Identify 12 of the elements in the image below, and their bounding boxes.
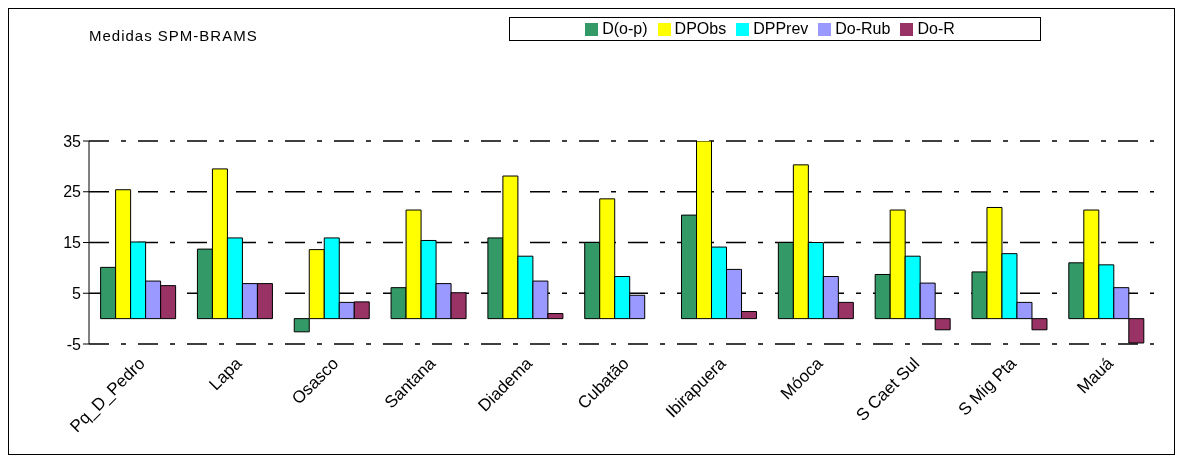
legend-label: DPObs: [674, 20, 727, 37]
chart-title: Medidas SPM-BRAMS: [89, 27, 258, 44]
y-tick-label: -5: [66, 335, 82, 353]
legend-label: DPPrev: [753, 20, 809, 37]
y-tick-label: 25: [63, 183, 82, 201]
y-tick-label: 35: [63, 132, 82, 150]
legend-label: Do-Rub: [835, 20, 891, 37]
y-tick-label: 15: [63, 234, 82, 252]
legend-label: Do-R: [917, 20, 955, 37]
y-tick-label: 5: [72, 284, 82, 302]
x-tick-label: S Mig Pta: [954, 353, 1021, 420]
legend-label: D(o-p): [602, 20, 648, 37]
